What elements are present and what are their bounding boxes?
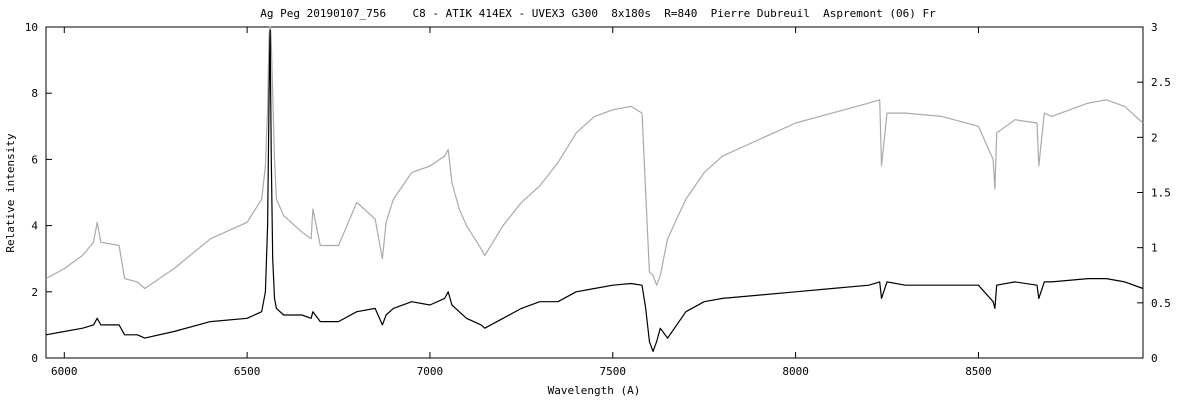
y-tick-label-1: 2: [31, 286, 38, 299]
y-tick-label-0: 0: [31, 352, 38, 365]
y-tick-label-3: 6: [31, 153, 38, 166]
chart-title: Ag Peg 20190107_756 C8 - ATIK 414EX - UV…: [260, 7, 936, 20]
y2-tick-label-2: 1: [1151, 242, 1158, 255]
x-axis-label: Wavelength (A): [548, 384, 641, 397]
y2-tick-label-0: 0: [1151, 352, 1158, 365]
y2-tick-label-1: 0.5: [1151, 297, 1171, 310]
x-tick-label-2: 7000: [417, 365, 444, 378]
y-tick-label-5: 10: [25, 21, 38, 34]
x-tick-label-3: 7500: [600, 365, 627, 378]
y-tick-label-2: 4: [31, 220, 38, 233]
series-line-1: [45, 26, 1144, 290]
x-tick-label-0: 6000: [51, 365, 78, 378]
y2-tick-label-3: 1.5: [1151, 187, 1171, 200]
x-tick-label-5: 8500: [965, 365, 992, 378]
y-axis-label: Relative intensity: [4, 133, 17, 253]
axis-layer: 6000 6500 7000 7500 8000 8500 0 2 4 6 8 10 0 0.5 1 1.5 2…: [25, 21, 1171, 378]
y2-tick-label-4: 2: [1151, 131, 1158, 144]
series-layer: [45, 26, 1144, 352]
plot-frame: [45, 26, 1144, 359]
y-tick-label-4: 8: [31, 87, 38, 100]
y2-tick-label-6: 3: [1151, 21, 1158, 34]
series-line-0: [45, 29, 1144, 352]
x-tick-label-4: 8000: [782, 365, 809, 378]
y2-tick-label-5: 2.5: [1151, 76, 1171, 89]
x-tick-label-1: 6500: [234, 365, 261, 378]
